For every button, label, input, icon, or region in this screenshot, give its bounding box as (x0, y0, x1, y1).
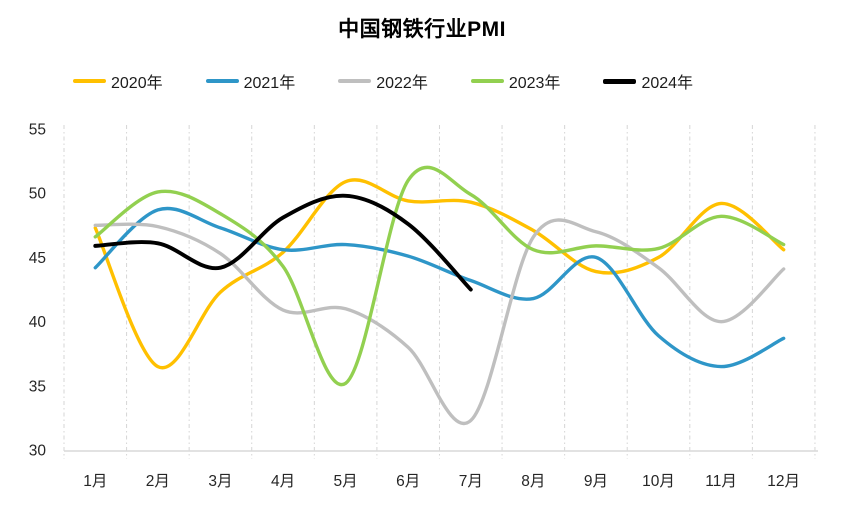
x-tick-label: 8月 (521, 473, 545, 490)
legend-label: 2021年 (243, 75, 296, 92)
x-tick-label: 1月 (83, 473, 107, 490)
x-tick-label: 4月 (271, 473, 295, 490)
y-tick-label: 40 (29, 314, 47, 331)
legend-swatch-2024 (603, 78, 637, 84)
legend-swatch-2023 (470, 79, 504, 83)
series-line-2020 (93, 178, 786, 370)
y-tick-label: 35 (29, 378, 46, 395)
x-tick-label: 9月 (584, 473, 608, 490)
legend-item-2024: 2024年 (603, 69, 693, 93)
legend-item-2022: 2022年 (338, 69, 428, 93)
legend-item-2023: 2023年 (470, 69, 561, 93)
x-tick-label: 3月 (208, 473, 232, 490)
legend-item-2020: 2020年 (73, 69, 163, 93)
series-line-2024 (93, 193, 473, 292)
legend-label: 2020年 (111, 75, 163, 92)
y-tick-label: 50 (29, 186, 47, 203)
series-line-2021 (93, 206, 786, 369)
legend-label: 2022年 (376, 75, 428, 92)
legend-swatch-2020 (73, 79, 106, 83)
legend-item-2021: 2021年 (205, 69, 296, 93)
legend-swatch-2021 (205, 79, 239, 83)
series-line-2023 (93, 165, 786, 387)
legend-swatch-2022 (338, 79, 372, 83)
x-tick-label: 12月 (767, 473, 800, 490)
legend: 2020年 2021年 2022年 2023年 2024年 (0, 69, 844, 93)
x-tick-label: 7月 (459, 473, 483, 490)
legend-label: 2023年 (508, 75, 561, 92)
x-tick-label: 2月 (146, 473, 170, 490)
legend-label: 2024年 (641, 75, 694, 92)
series-line-2022 (93, 218, 786, 426)
x-tick-label: 11月 (705, 473, 737, 490)
y-tick-label: 45 (29, 250, 46, 267)
x-tick-label: 10月 (642, 473, 675, 490)
x-tick-label: 5月 (334, 473, 358, 490)
x-tick-label: 6月 (396, 473, 420, 490)
y-tick-label: 30 (29, 443, 47, 460)
chart-title: 中国钢铁行业PMI (338, 18, 506, 41)
y-tick-label: 55 (29, 122, 46, 139)
